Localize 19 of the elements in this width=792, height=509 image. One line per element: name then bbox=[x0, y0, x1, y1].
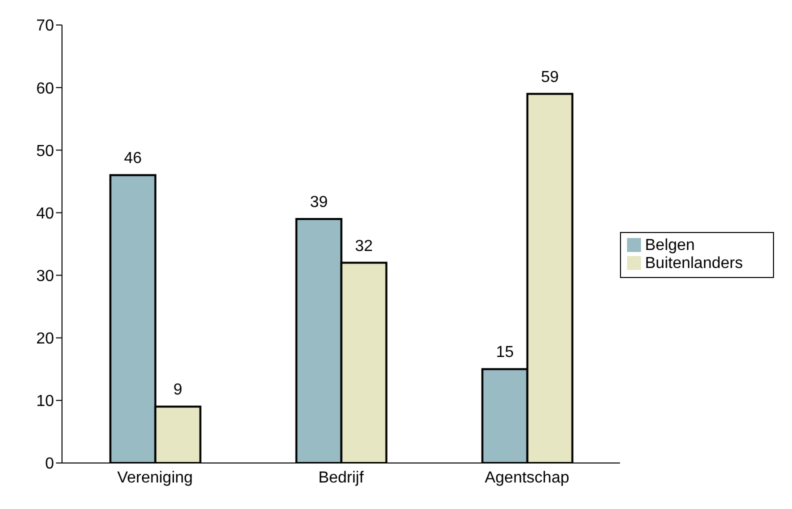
y-tick-label: 0 bbox=[45, 456, 54, 473]
x-tick-label: Agentschap bbox=[484, 469, 570, 486]
y-tick-label: 40 bbox=[36, 205, 54, 222]
y-tick-label: 60 bbox=[36, 80, 54, 98]
y-tick-label: 30 bbox=[36, 268, 54, 285]
x-tick-label: Bedrijf bbox=[318, 469, 364, 486]
y-tick-label: 10 bbox=[36, 393, 54, 410]
data-label: 59 bbox=[540, 68, 559, 86]
data-label: 39 bbox=[310, 194, 328, 211]
y-tick-label: 70 bbox=[36, 18, 54, 35]
y-tick-label: 20 bbox=[36, 330, 54, 348]
y-tick-label: 50 bbox=[36, 142, 54, 160]
data-label: 9 bbox=[173, 382, 182, 399]
data-label: 32 bbox=[354, 238, 373, 255]
legend-label: Buitenlanders bbox=[645, 254, 743, 272]
data-label: 46 bbox=[124, 150, 142, 168]
legend-label: Belgen bbox=[645, 236, 695, 254]
x-tick-label: Vereniging bbox=[117, 469, 193, 486]
data-label: 15 bbox=[496, 344, 514, 362]
